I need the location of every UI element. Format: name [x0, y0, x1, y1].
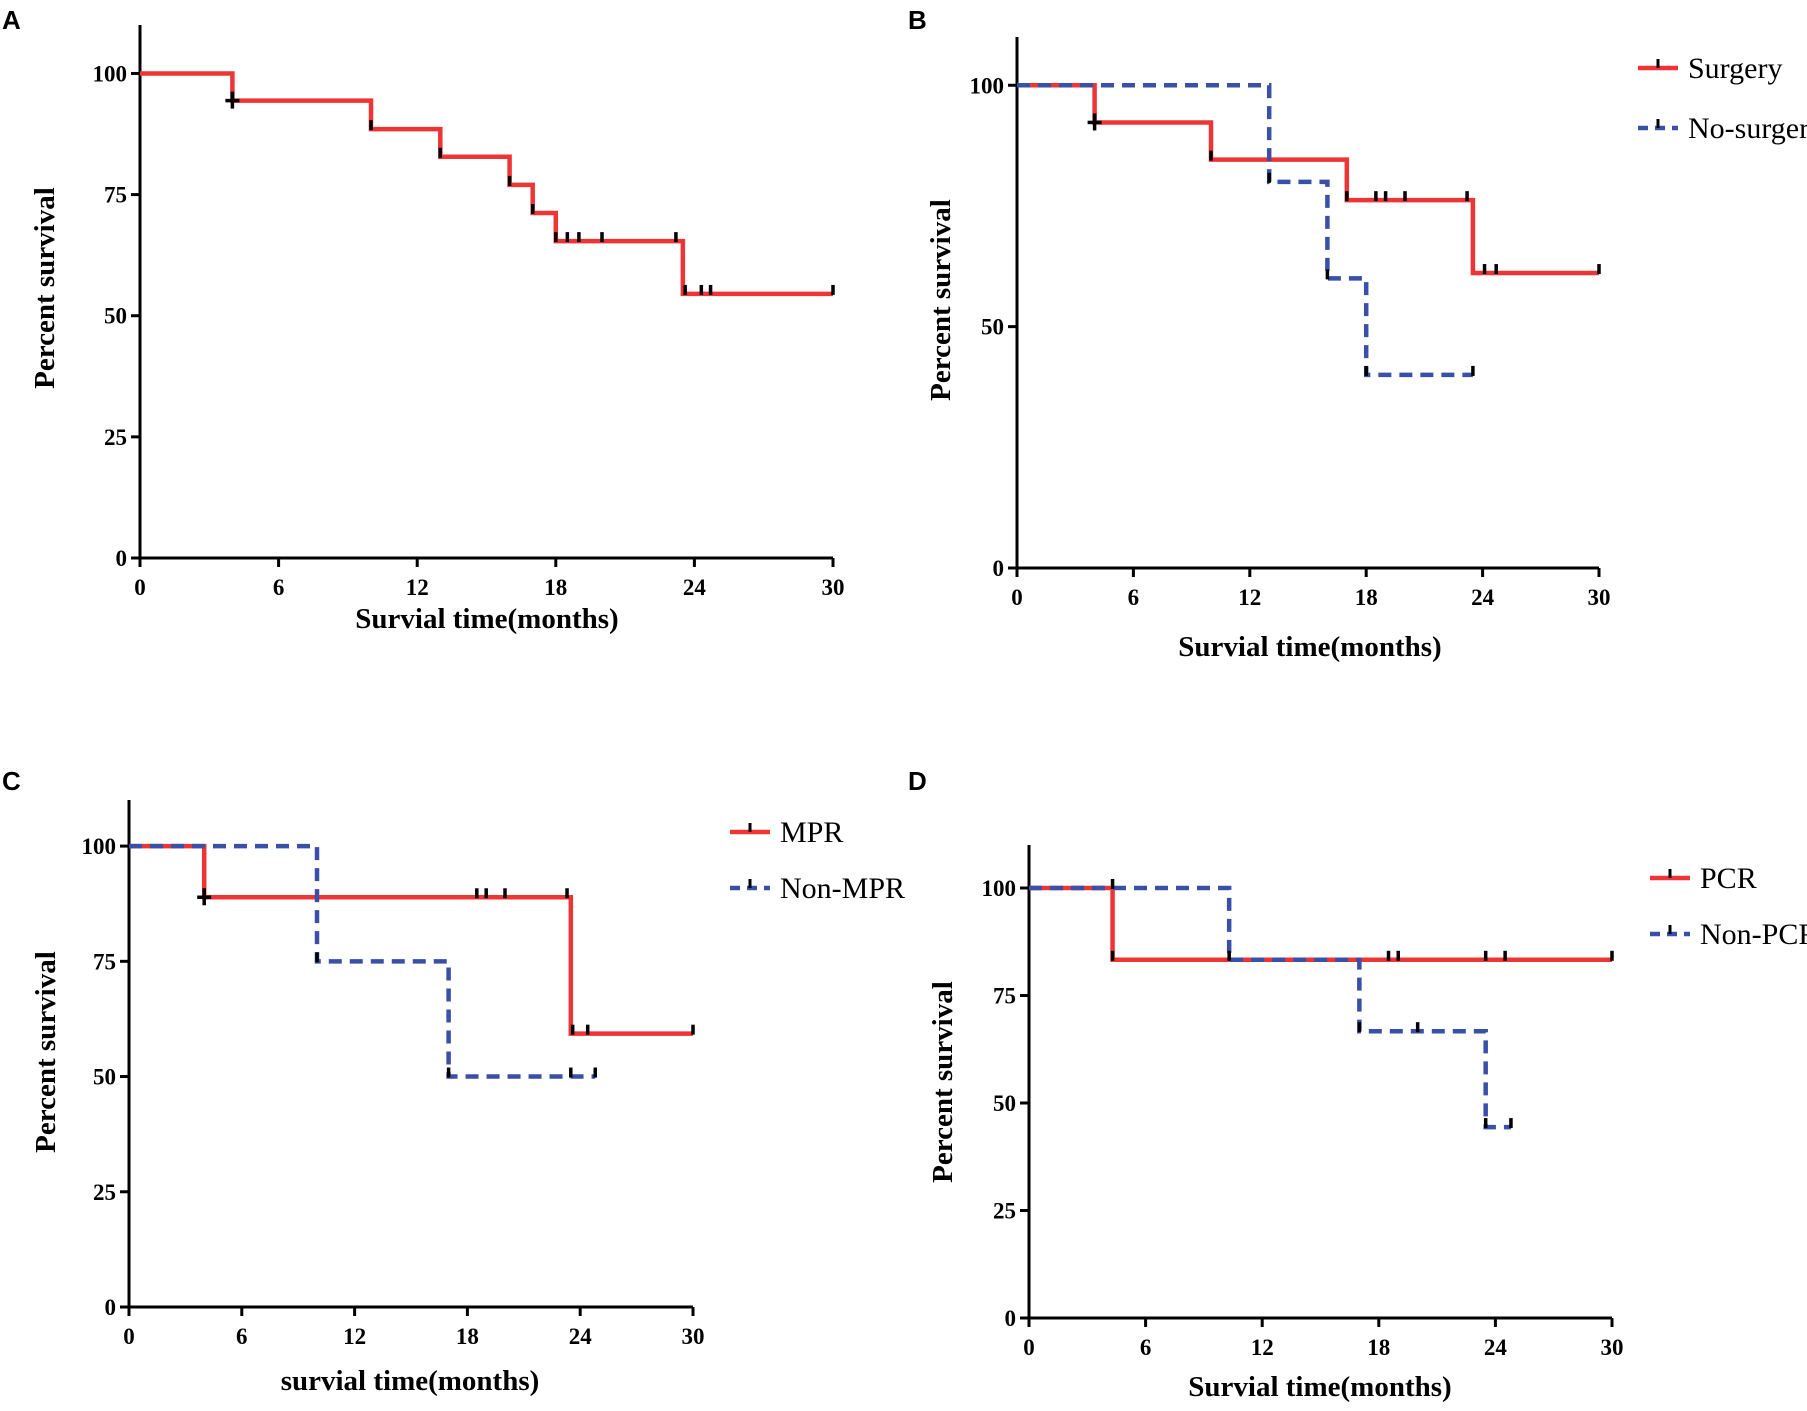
y-axis-title: Percent survival: [29, 187, 61, 389]
x-tick-label: 12: [343, 1324, 366, 1349]
y-axis-title: Percent survival: [30, 951, 62, 1153]
x-tick-label: 0: [134, 575, 146, 600]
x-tick-label: 0: [1023, 1335, 1035, 1360]
y-tick-label: 50: [993, 1091, 1016, 1116]
y-tick-label: 75: [993, 984, 1016, 1009]
legend-label: No-surgery: [1688, 112, 1807, 145]
x-tick-label: 30: [822, 575, 845, 600]
survival-curve-primary: [140, 71, 833, 297]
panel-d: D 0 6 12 18 24 30 0 25 50 75 100 Survial time(mont…: [908, 766, 1807, 1403]
legend-label: Surgery: [1688, 52, 1782, 85]
survival-curve-secondary: [1029, 885, 1511, 1130]
survival-curve-primary: [129, 843, 693, 1036]
panel-c: C 0 6 12 18 24 30 0 25 50 75 100 survial time(mont…: [2, 766, 905, 1397]
x-tick-label: 6: [1140, 1335, 1152, 1360]
x-tick-label: 18: [1367, 1335, 1390, 1360]
legend-label: PCR: [1700, 862, 1757, 895]
y-tick-label: 0: [993, 556, 1005, 581]
x-axis-title: survial time(months): [281, 1365, 540, 1397]
panel-letter: D: [908, 766, 927, 796]
y-tick-label: 75: [93, 949, 116, 974]
x-tick-label: 18: [544, 575, 567, 600]
survival-curve-secondary: [129, 843, 596, 1079]
x-axis-title: Survial time(months): [1178, 631, 1441, 663]
y-tick-label: 25: [104, 425, 127, 450]
y-tick-label: 75: [104, 183, 127, 208]
x-tick-label: 30: [1588, 585, 1611, 610]
y-axis-title: Percent survival: [925, 199, 957, 401]
x-tick-label: 24: [1484, 1335, 1508, 1360]
x-tick-label: 18: [456, 1324, 479, 1349]
y-tick-label: 100: [970, 73, 1005, 98]
y-tick-label: 100: [93, 61, 128, 86]
x-tick-label: 0: [1011, 585, 1023, 610]
y-tick-label: 25: [93, 1180, 116, 1205]
plot-area: 0 6 12 18 24 30 0 25 50 75 100: [982, 845, 1624, 1360]
x-tick-label: 18: [1355, 585, 1378, 610]
x-tick-label: 6: [273, 575, 285, 600]
x-tick-label: 0: [123, 1324, 135, 1349]
y-tick-label: 0: [1005, 1306, 1017, 1331]
y-tick-label: 50: [104, 304, 127, 329]
panel-letter: A: [2, 5, 21, 35]
x-tick-label: 12: [1251, 1335, 1274, 1360]
y-tick-label: 100: [82, 834, 117, 859]
x-axis-title: Survial time(months): [355, 603, 618, 635]
x-tick-label: 30: [682, 1324, 705, 1349]
plot-area: 0 6 12 18 24 30 0 50 100: [970, 37, 1611, 610]
x-axis-title: Survial time(months): [1188, 1371, 1451, 1403]
x-tick-label: 24: [569, 1324, 593, 1349]
x-tick-label: 6: [1128, 585, 1140, 610]
legend: MPR Non-MPR: [730, 816, 905, 905]
y-tick-label: 0: [105, 1295, 117, 1320]
x-tick-label: 30: [1601, 1335, 1624, 1360]
y-tick-label: 50: [93, 1065, 116, 1090]
legend: PCR Non-PCR: [1650, 862, 1807, 951]
survival-curve-secondary: [1017, 83, 1473, 378]
panel-a: A 0 6 12 18 24 30 0 25 50 75 100 Survial time(mont…: [2, 5, 845, 635]
y-tick-label: 25: [993, 1199, 1016, 1224]
y-tick-label: 0: [116, 546, 128, 571]
survival-curve-primary: [1017, 83, 1599, 276]
x-tick-label: 12: [1238, 585, 1261, 610]
survival-curve-primary: [1029, 885, 1612, 963]
y-tick-label: 50: [981, 315, 1004, 340]
x-tick-label: 12: [406, 575, 429, 600]
x-tick-label: 24: [1471, 585, 1495, 610]
plot-area: 0 6 12 18 24 30 0 25 50 75 100: [82, 800, 705, 1349]
legend-label: Non-PCR: [1700, 918, 1807, 951]
legend-label: MPR: [780, 816, 843, 849]
x-tick-label: 24: [683, 575, 707, 600]
y-axis-title: Percent survival: [927, 981, 959, 1183]
x-tick-label: 6: [236, 1324, 248, 1349]
legend: Surgery No-surgery: [1638, 52, 1807, 145]
y-tick-label: 100: [982, 876, 1017, 901]
plot-area: 0 6 12 18 24 30 0 25 50 75 100: [93, 25, 845, 600]
legend-label: Non-MPR: [780, 872, 905, 905]
panel-letter: B: [908, 5, 927, 35]
panel-letter: C: [2, 766, 21, 796]
